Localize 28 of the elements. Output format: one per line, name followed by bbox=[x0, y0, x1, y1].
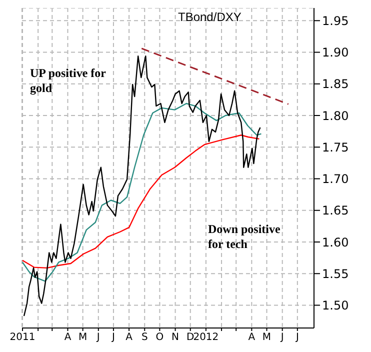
x-tick-label: M bbox=[78, 332, 88, 344]
y-tick-label: 1.85 bbox=[322, 77, 349, 92]
x-tick-label: O bbox=[156, 332, 164, 344]
y-tick-label: 1.95 bbox=[322, 14, 349, 28]
x-tick-label: A bbox=[64, 332, 72, 344]
x-tick-label: J bbox=[110, 332, 115, 344]
x-tick-label: D bbox=[186, 332, 195, 344]
x-tick-label: A bbox=[248, 332, 256, 344]
chart-title: TBond/DXY bbox=[178, 10, 242, 24]
y-tick-label: 1.65 bbox=[322, 204, 349, 218]
y-tick-label: 1.50 bbox=[322, 298, 349, 312]
x-tick-label: J bbox=[280, 332, 284, 344]
x-tick-label: M bbox=[262, 332, 272, 344]
x-tick-label: 2012 bbox=[193, 332, 219, 344]
x-tick-label: S bbox=[141, 332, 148, 344]
x-tick-label: 2011 bbox=[10, 332, 36, 344]
x-tick-label: A bbox=[126, 332, 133, 344]
y-tick-label: 1.75 bbox=[322, 140, 349, 154]
x-tick-label: J bbox=[96, 332, 100, 344]
x-tick-label: J bbox=[294, 332, 299, 344]
y-tick-label: 1.55 bbox=[322, 266, 349, 281]
y-tick-label: 1.80 bbox=[322, 108, 349, 123]
y-tick-label: 1.90 bbox=[322, 46, 349, 60]
y-tick-label: 1.60 bbox=[322, 235, 349, 250]
annotation: UP positive for gold bbox=[30, 66, 107, 96]
annotation: Down positive for tech bbox=[208, 222, 282, 252]
x-tick-label: N bbox=[172, 332, 180, 344]
y-tick-label: 1.70 bbox=[322, 172, 349, 186]
